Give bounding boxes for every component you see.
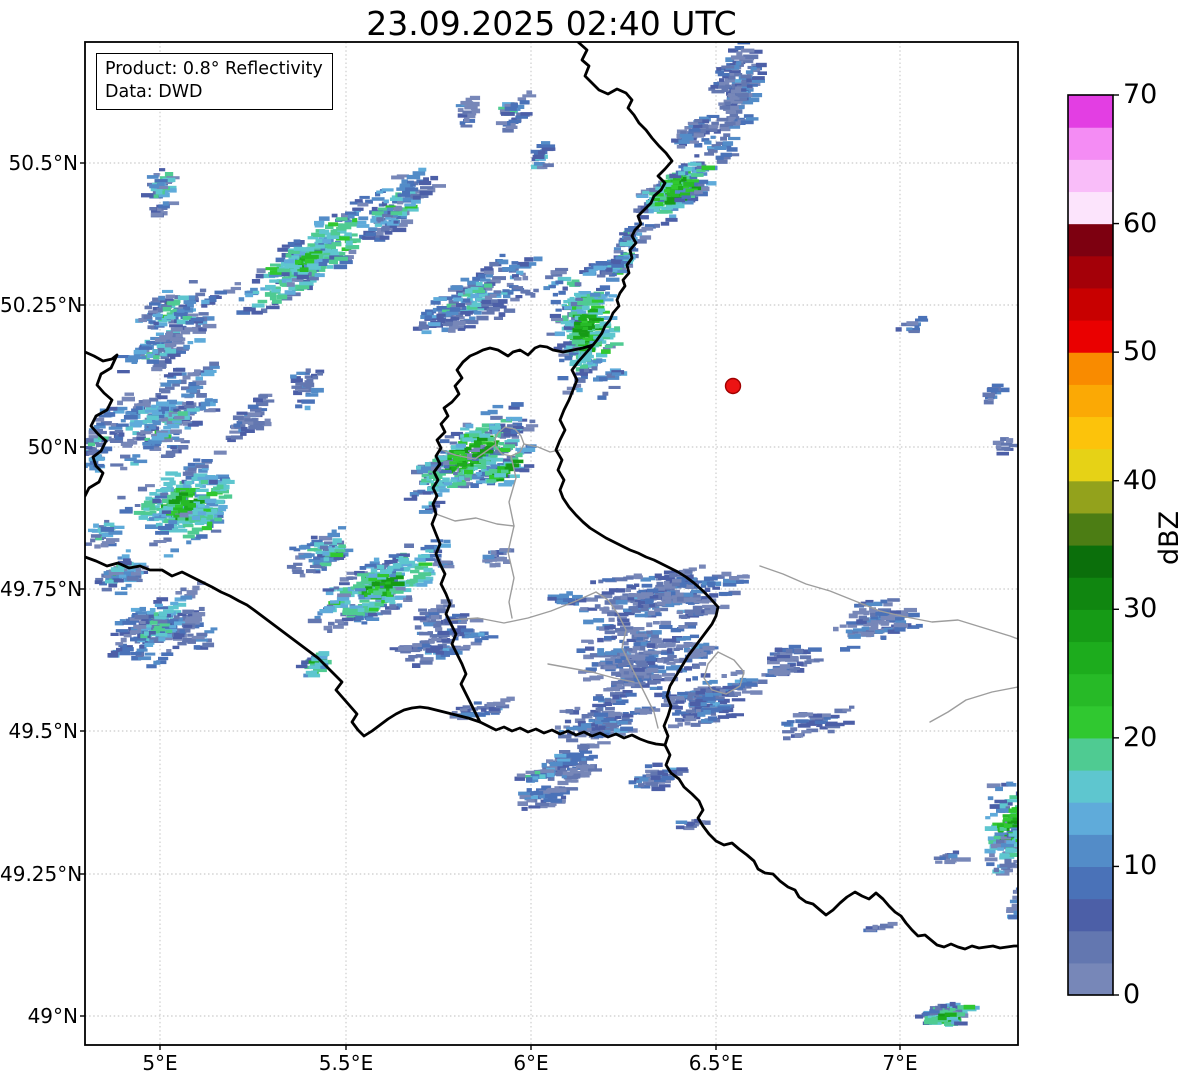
lon-tick-label: 6.5°E	[688, 1051, 744, 1075]
colorbar-segment	[1068, 673, 1113, 707]
colorbar-segment	[1068, 416, 1113, 450]
colorbar-segment	[1068, 802, 1113, 835]
district-border-line	[450, 591, 659, 729]
colorbar-segment	[1068, 127, 1113, 160]
colorbar-tick-label: 40	[1123, 464, 1158, 496]
colorbar-segment	[1068, 641, 1113, 675]
colorbar-segment	[1068, 384, 1113, 418]
colorbar-segment	[1068, 737, 1113, 771]
district-border-line	[507, 455, 517, 619]
country-border-line	[576, 42, 674, 347]
graticule-gridlines	[85, 42, 1018, 1045]
plot-frame	[84, 41, 1019, 1046]
colorbar-segment	[1068, 223, 1113, 257]
colorbar-segment	[1068, 866, 1113, 900]
district-border-line	[494, 426, 525, 457]
colorbar-segment	[1068, 577, 1113, 610]
colorbar	[1067, 94, 1119, 996]
colorbar-tick-label: 0	[1123, 979, 1141, 1010]
country-border-line	[430, 343, 720, 747]
lat-tick-label: 49.75°N	[0, 577, 83, 601]
colorbar-segment	[1068, 930, 1113, 964]
plot-background	[85, 42, 1018, 1045]
country-border-line	[663, 743, 1018, 951]
colorbar-segment	[1068, 320, 1113, 353]
lon-tick-label: 6°E	[513, 1051, 549, 1075]
colorbar-segment	[1068, 159, 1113, 193]
lat-tick-label: 50.25°N	[0, 293, 83, 317]
lat-tick-label: 49.25°N	[0, 862, 83, 886]
colorbar-segment	[1068, 770, 1113, 803]
colorbar-segment	[1068, 705, 1113, 739]
district-border-line	[436, 444, 496, 460]
colorbar-segment	[1068, 352, 1113, 385]
colorbar-tick-label: 60	[1123, 207, 1158, 239]
country-borders	[85, 42, 1018, 951]
colorbar-segment	[1068, 962, 1113, 996]
colorbar-segment	[1068, 448, 1113, 482]
radar-site-marker	[724, 377, 742, 395]
product-info-line2: Data: DWD	[105, 82, 203, 103]
figure-title: 23.09.2025 02:40 UTC	[366, 4, 737, 43]
lon-tick-label: 7°E	[882, 1051, 918, 1075]
product-info-line1: Product: 0.8° Reflectivity	[105, 59, 323, 79]
axis-tick-marks	[80, 162, 901, 1050]
district-border-line	[547, 663, 635, 683]
country-border-line	[85, 555, 482, 738]
colorbar-frame	[1067, 94, 1114, 996]
colorbar-tick-label: 10	[1123, 850, 1158, 882]
colorbar-unit-label: dBZ	[1154, 510, 1185, 565]
district-border-line	[759, 565, 1018, 640]
district-border-line	[703, 651, 745, 695]
colorbar-segment	[1068, 545, 1113, 578]
colorbar-segment	[1068, 95, 1113, 128]
lat-tick-label: 50°N	[27, 435, 78, 459]
colorbar-segment	[1068, 287, 1113, 321]
colorbar-segment	[1068, 191, 1113, 225]
colorbar-segment	[1068, 512, 1113, 546]
district-border-line	[435, 513, 515, 527]
product-info-box: Product: 0.8° Reflectivity Data: DWD	[96, 53, 333, 111]
colorbar-segment	[1068, 898, 1113, 932]
reflectivity-echoes	[85, 42, 1018, 1027]
district-borders	[435, 426, 1018, 729]
colorbar-segment	[1068, 255, 1113, 289]
lat-tick-label: 49°N	[27, 1004, 78, 1028]
lon-tick-label: 5°E	[142, 1051, 178, 1075]
colorbar-segment	[1068, 480, 1113, 514]
colorbar-tick-label: 70	[1123, 79, 1158, 110]
colorbar-tick-label: 50	[1123, 336, 1158, 368]
colorbar-segment	[1068, 834, 1113, 868]
country-border-line	[85, 350, 119, 498]
lon-tick-label: 5.5°E	[318, 1051, 374, 1075]
lat-tick-label: 50.5°N	[8, 151, 79, 175]
colorbar-tick-label: 20	[1123, 721, 1158, 753]
lat-tick-label: 49.5°N	[8, 719, 79, 743]
colorbar-tick-label: 30	[1123, 593, 1158, 625]
district-border-line	[929, 686, 1018, 723]
colorbar-segment	[1068, 609, 1113, 643]
